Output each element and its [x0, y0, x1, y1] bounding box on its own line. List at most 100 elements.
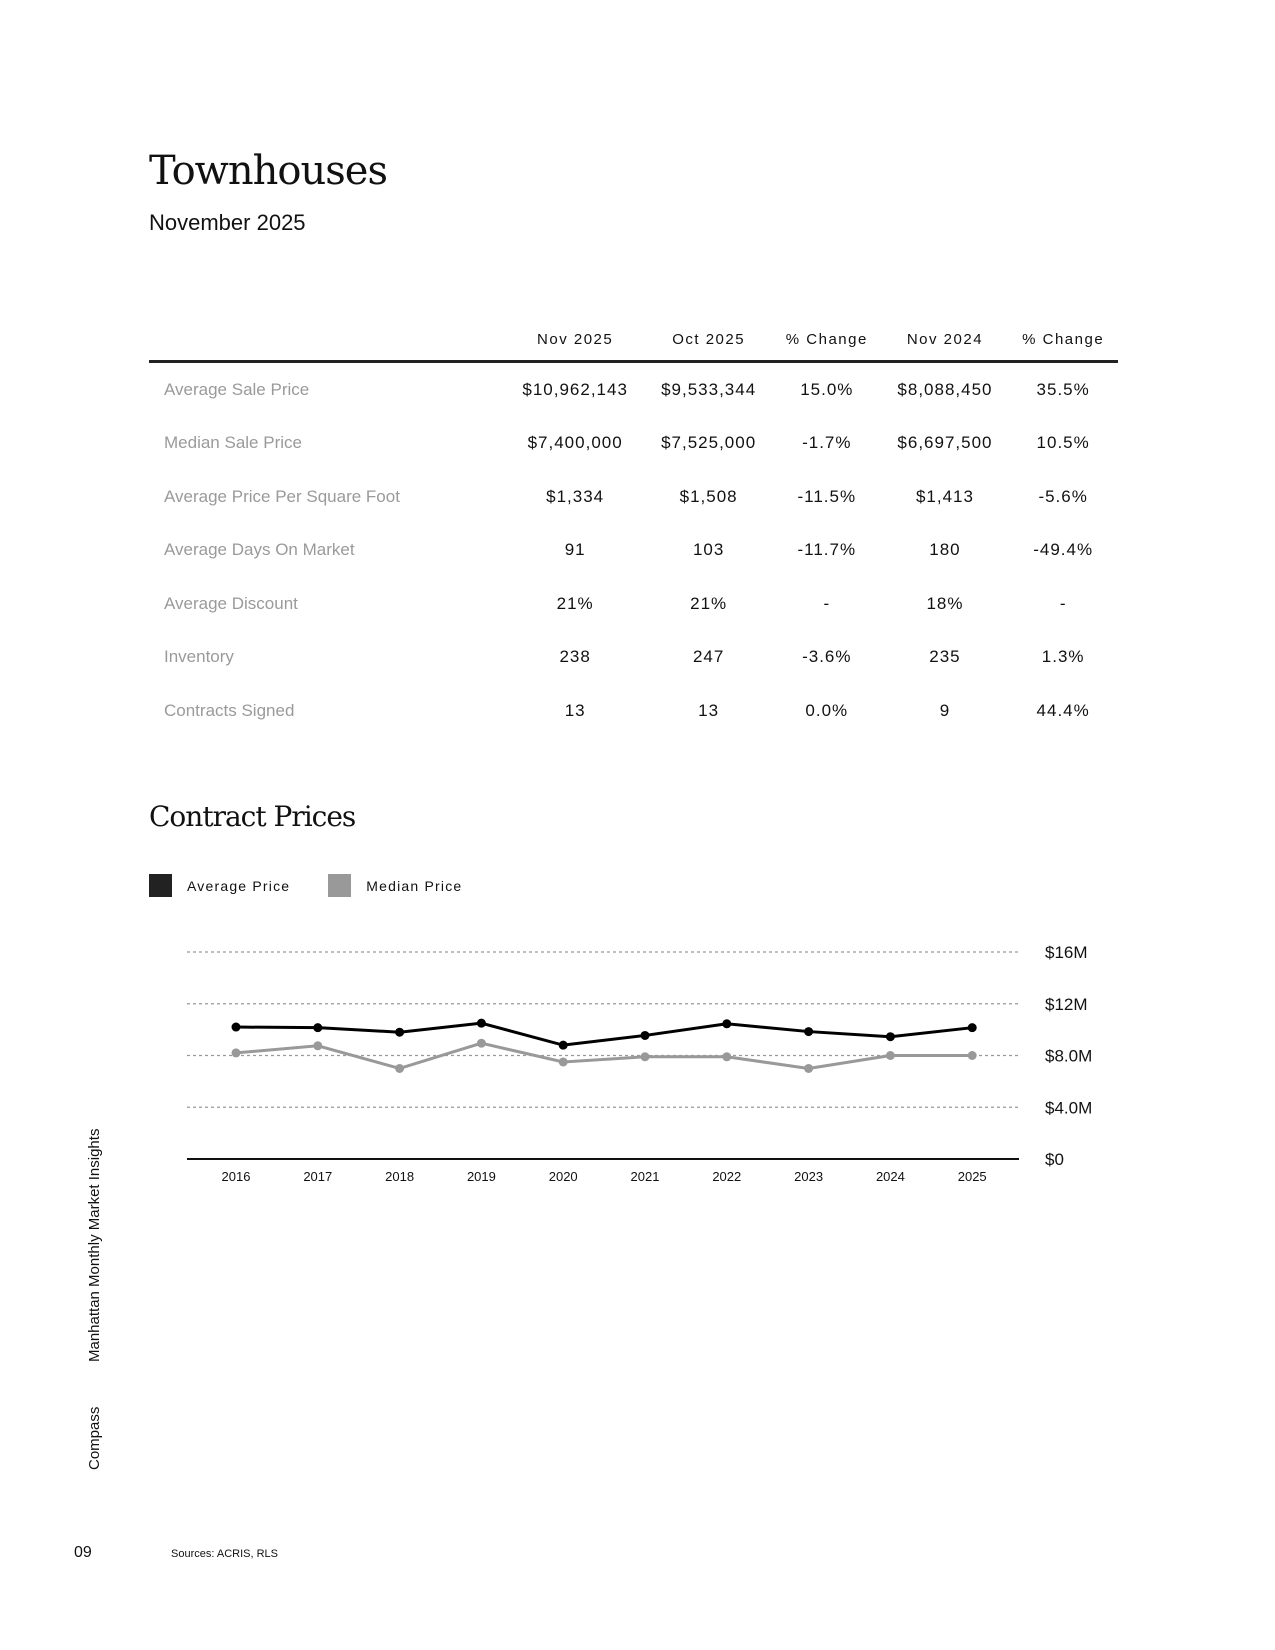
data-point-median	[558, 1057, 568, 1067]
cell-value: 21%	[690, 593, 728, 613]
sources-note: Sources: ACRIS, RLS	[171, 1548, 278, 1560]
cell-value: 10.5%	[1036, 433, 1090, 453]
cell-value: 103	[692, 540, 725, 560]
x-tick-label: 2016	[222, 1169, 251, 1184]
series-line-median	[235, 1041, 973, 1071]
column-header: Nov 2025	[505, 318, 646, 363]
column-header: % Change	[771, 318, 882, 363]
cell-value: -3.6%	[802, 647, 852, 667]
y-tick-label: $0	[1045, 1150, 1064, 1169]
x-tick-label: 2019	[467, 1169, 496, 1184]
cell-value: 238	[559, 647, 591, 667]
y-tick-label: $16M	[1045, 943, 1088, 962]
cell-value: 247	[692, 647, 725, 667]
brand-name: Compass	[86, 1406, 103, 1470]
cell-value: 15.0%	[800, 379, 854, 399]
x-tick-label: 2017	[303, 1169, 332, 1184]
cell-value: 35.5%	[1036, 379, 1090, 399]
data-point-average	[395, 1027, 405, 1037]
row-label: Median Sale Price	[164, 433, 302, 453]
cell-value: $1,508	[679, 486, 738, 506]
data-point-median	[640, 1052, 650, 1062]
data-point-median	[967, 1051, 977, 1060]
stats-table: Nov 2025 Oct 2025% Change Nov 2024% Change…	[149, 318, 1118, 738]
series-line-average	[235, 1021, 973, 1047]
cell-value: 21%	[556, 593, 594, 613]
data-point-median	[722, 1052, 732, 1062]
cell-value: 1.3%	[1041, 647, 1085, 667]
data-point-average	[804, 1027, 814, 1037]
column-header	[149, 318, 505, 363]
chart-title: Contract Prices	[149, 800, 356, 833]
x-tick-label: 2025	[958, 1169, 987, 1184]
cell-value: 180	[929, 540, 961, 560]
y-tick-label: $12M	[1045, 995, 1088, 1014]
cell-value: $6,697,500	[897, 433, 993, 453]
cell-value: $9,533,344	[661, 379, 757, 399]
data-point-median	[313, 1041, 323, 1051]
cell-value: 13	[698, 700, 720, 720]
cell-value: 9	[939, 700, 951, 720]
column-header: % Change	[1008, 318, 1118, 363]
table-row: Contracts Signed 13 13 0.0% 9 44.4%	[149, 684, 1118, 738]
table-row: Inventory 238 247 -3.6% 235 1.3%	[149, 631, 1118, 685]
cell-value: -1.7%	[802, 433, 852, 453]
x-tick-label: 2018	[385, 1169, 414, 1184]
row-label: Average Discount	[164, 593, 298, 613]
y-tick-label: $8.0M	[1045, 1047, 1092, 1066]
legend-label-median: Median Price	[366, 877, 463, 894]
data-point-median	[804, 1063, 814, 1073]
table-row: Median Sale Price $7,400,000 $7,525,000 -1.…	[149, 417, 1118, 471]
cell-value: 44.4%	[1036, 700, 1090, 720]
y-tick-label: $4.0M	[1045, 1098, 1092, 1117]
cell-value: $1,334	[546, 486, 605, 506]
cell-value: 91	[564, 540, 586, 560]
cell-value: -11.5%	[797, 486, 857, 506]
table-row: Average Days On Market 91 103 -11.7% 180 -49.…	[149, 524, 1118, 578]
cell-value: 13	[564, 700, 586, 720]
row-label: Contracts Signed	[164, 700, 295, 720]
cell-value: 0.0%	[805, 700, 849, 720]
page-number: 09	[74, 1544, 92, 1561]
data-point-median	[885, 1051, 895, 1060]
data-point-average	[885, 1032, 895, 1042]
chart-legend: Average Price Median Price	[149, 874, 500, 897]
data-point-average	[967, 1023, 977, 1033]
cell-value: -49.4%	[1033, 540, 1094, 560]
column-header: Nov 2024	[881, 318, 1009, 363]
cell-value: -	[1059, 593, 1067, 613]
legend-swatch-median	[328, 874, 352, 897]
table-row: Average Price Per Square Foot $1,334 $1,50…	[149, 470, 1118, 524]
x-tick-label: 2022	[712, 1169, 741, 1184]
data-point-average	[313, 1023, 323, 1033]
row-label: Average Days On Market	[164, 540, 355, 560]
column-header: Oct 2025	[645, 318, 772, 363]
cell-value: $10,962,143	[522, 379, 628, 399]
legend-swatch-average	[149, 874, 172, 897]
x-tick-label: 2024	[876, 1169, 905, 1184]
data-point-median	[395, 1063, 405, 1073]
cell-value: 235	[929, 647, 961, 667]
table-row: Average Discount 21% 21% - 18% -	[149, 577, 1118, 631]
row-label: Average Sale Price	[164, 379, 310, 399]
data-point-average	[640, 1030, 650, 1040]
page-title: Townhouses	[149, 148, 388, 194]
report-name: Manhattan Monthly Market Insights	[86, 1128, 103, 1362]
row-label: Average Price Per Square Foot	[164, 486, 400, 506]
cell-value: $8,088,450	[897, 379, 993, 399]
cell-value: -11.7%	[797, 540, 857, 560]
data-point-average	[231, 1022, 241, 1032]
cell-value: $1,413	[915, 486, 974, 506]
x-tick-label: 2021	[631, 1169, 660, 1184]
data-point-median	[231, 1048, 241, 1058]
row-label: Inventory	[164, 647, 234, 667]
cell-value: 18%	[926, 593, 964, 613]
cell-value: -5.6%	[1038, 486, 1088, 506]
data-point-average	[722, 1019, 732, 1029]
x-tick-label: 2020	[549, 1169, 578, 1184]
x-tick-label: 2023	[794, 1169, 823, 1184]
data-point-average	[476, 1018, 486, 1028]
data-point-median	[476, 1038, 486, 1048]
